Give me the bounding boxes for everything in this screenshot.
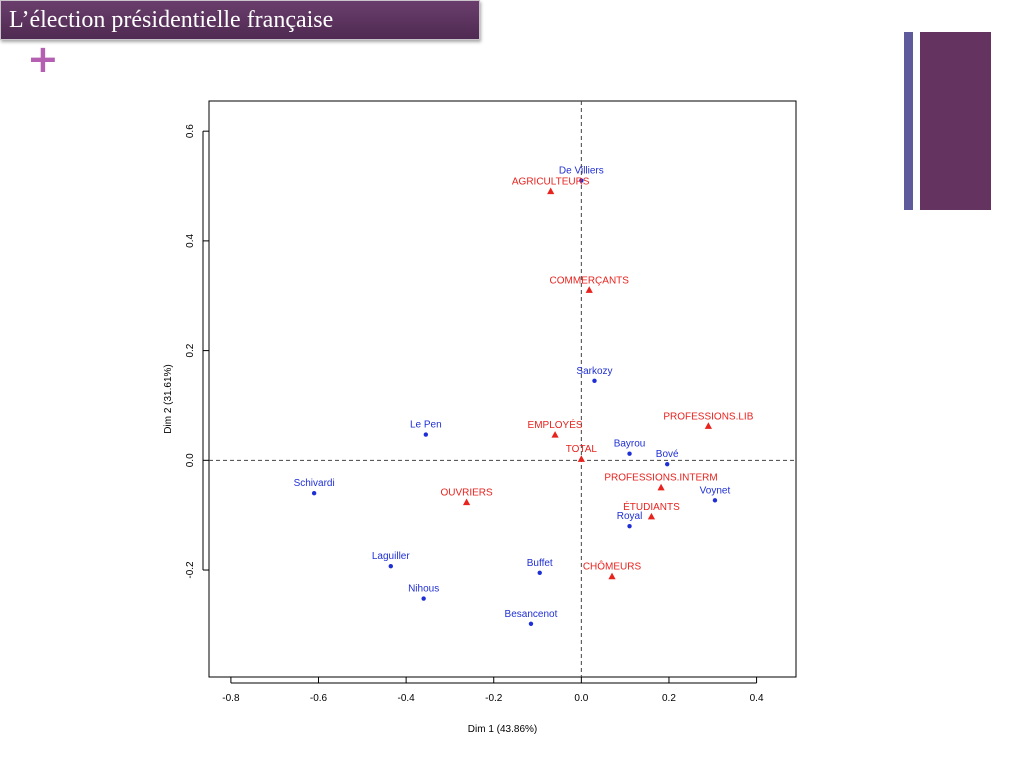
x-tick-label: -0.2	[485, 693, 503, 704]
point-label-etudiants: ÉTUDIANTS	[623, 500, 680, 513]
y-tick-label: 0.6	[185, 124, 196, 138]
x-tick-label: 0.4	[750, 693, 764, 704]
point-professions-lib	[704, 422, 712, 429]
point-chomeurs	[608, 572, 616, 580]
point-etudiants	[647, 512, 656, 520]
point-buffet	[537, 570, 542, 575]
point-professions-interm	[657, 483, 665, 491]
point-label-sarkozy: Sarkozy	[576, 366, 612, 377]
point-label-schivardi: Schivardi	[294, 478, 335, 489]
decor-thin-bar	[904, 32, 913, 210]
plot-frame	[208, 100, 797, 678]
point-label-agriculteurs: AGRICULTEURS	[512, 177, 590, 188]
point-label-ouvriers: OUVRIERS	[440, 488, 493, 499]
point-label-professions-lib: PROFESSIONS.LIB	[663, 411, 753, 422]
point-total	[577, 455, 585, 462]
point-agriculteurs	[547, 187, 555, 195]
x-tick-label: -0.4	[398, 693, 416, 704]
point-label-buffet: Buffet	[527, 558, 553, 569]
point-label-besancenot: Besancenot	[505, 609, 558, 620]
point-label-commercants: COMMERÇANTS	[550, 275, 630, 286]
point-employes	[551, 431, 559, 438]
y-tick-label: 0.2	[185, 343, 196, 357]
plus-icon: +	[27, 37, 59, 81]
point-label-professions-interm: PROFESSIONS.INTERM	[604, 473, 717, 484]
point-ouvriers	[462, 498, 471, 506]
point-nihous	[421, 596, 426, 601]
point-commercants	[585, 286, 593, 293]
point-label-total: TOTAL	[566, 444, 598, 455]
x-tick-label: 0.2	[662, 693, 676, 704]
y-tick-label: -0.2	[185, 561, 196, 579]
y-tick-label: 0.0	[185, 453, 196, 467]
x-tick-label: -0.6	[310, 693, 328, 704]
point-label-chomeurs: CHÔMEURS	[583, 560, 642, 573]
point-label-employes: EMPLOYÉS	[528, 418, 583, 431]
point-label-le-pen: Le Pen	[410, 420, 442, 431]
slide-title: L’élection présidentielle française	[9, 7, 334, 33]
point-bayrou	[627, 451, 632, 456]
point-label-royal: Royal	[617, 511, 643, 522]
point-label-bove: Bové	[656, 449, 679, 460]
point-label-de-villiers: De Villiers	[559, 166, 604, 177]
point-bove	[665, 461, 670, 467]
point-royal	[627, 523, 632, 529]
x-tick-label: -0.8	[222, 693, 240, 704]
point-besancenot	[528, 621, 534, 626]
x-tick-label: 0.0	[574, 693, 588, 704]
point-label-voynet: Voynet	[700, 485, 731, 496]
x-axis-title: Dim 1 (43.86%)	[468, 724, 537, 735]
y-tick-label: 0.4	[185, 233, 196, 247]
y-axis-title: Dim 2 (31.61%)	[163, 364, 174, 433]
slide-title-bar: L’élection présidentielle française	[0, 0, 480, 40]
decor-wide-bar	[920, 32, 991, 210]
point-label-nihous: Nihous	[408, 584, 439, 595]
point-laguiller	[388, 563, 393, 569]
point-schivardi	[311, 491, 317, 496]
point-label-bayrou: Bayrou	[614, 439, 646, 450]
point-voynet	[712, 498, 718, 503]
point-le-pen	[423, 432, 429, 437]
point-de-villiers	[579, 178, 584, 183]
point-sarkozy	[592, 378, 597, 383]
point-label-laguiller: Laguiller	[372, 551, 410, 562]
